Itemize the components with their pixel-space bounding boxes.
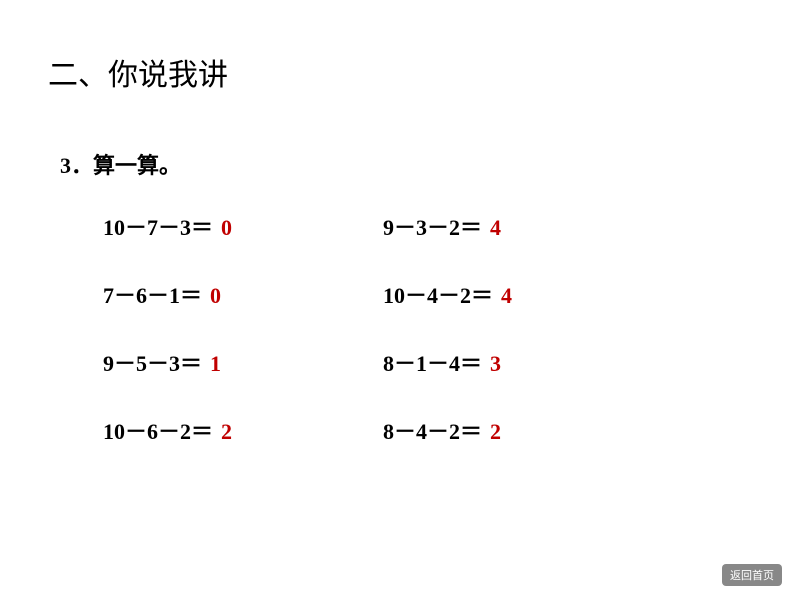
subtitle: 3．算一算。 (60, 148, 181, 180)
equation-right: 10－4－2＝ 4 (383, 278, 512, 310)
equation-row: 10－7－3＝ 0 9－3－2＝ 4 (103, 210, 512, 242)
expression: 8－4－2＝ (383, 414, 482, 446)
equation-row: 10－6－2＝ 2 8－4－2＝ 2 (103, 414, 512, 446)
equation-right: 8－1－4＝ 3 (383, 346, 501, 378)
back-button[interactable]: 返回首页 (722, 564, 782, 586)
equation-left: 7－6－1＝ 0 (103, 278, 383, 310)
expression: 8－1－4＝ (383, 346, 482, 378)
equation-row: 9－5－3＝ 1 8－1－4＝ 3 (103, 346, 512, 378)
answer: 1 (210, 351, 221, 377)
equation-left: 9－5－3＝ 1 (103, 346, 383, 378)
equation-row: 7－6－1＝ 0 10－4－2＝ 4 (103, 278, 512, 310)
answer: 2 (221, 419, 232, 445)
answer: 0 (210, 283, 221, 309)
expression: 10－4－2＝ (383, 278, 493, 310)
equation-right: 8－4－2＝ 2 (383, 414, 501, 446)
equations-container: 10－7－3＝ 0 9－3－2＝ 4 7－6－1＝ 0 10－4－2＝ 4 9－… (103, 210, 512, 482)
expression: 10－7－3＝ (103, 210, 213, 242)
answer: 4 (501, 283, 512, 309)
section-title: 二、你说我讲 (48, 50, 228, 94)
equation-right: 9－3－2＝ 4 (383, 210, 501, 242)
expression: 7－6－1＝ (103, 278, 202, 310)
answer: 2 (490, 419, 501, 445)
expression: 9－3－2＝ (383, 210, 482, 242)
answer: 3 (490, 351, 501, 377)
equation-left: 10－6－2＝ 2 (103, 414, 383, 446)
expression: 10－6－2＝ (103, 414, 213, 446)
equation-left: 10－7－3＝ 0 (103, 210, 383, 242)
answer: 0 (221, 215, 232, 241)
answer: 4 (490, 215, 501, 241)
expression: 9－5－3＝ (103, 346, 202, 378)
